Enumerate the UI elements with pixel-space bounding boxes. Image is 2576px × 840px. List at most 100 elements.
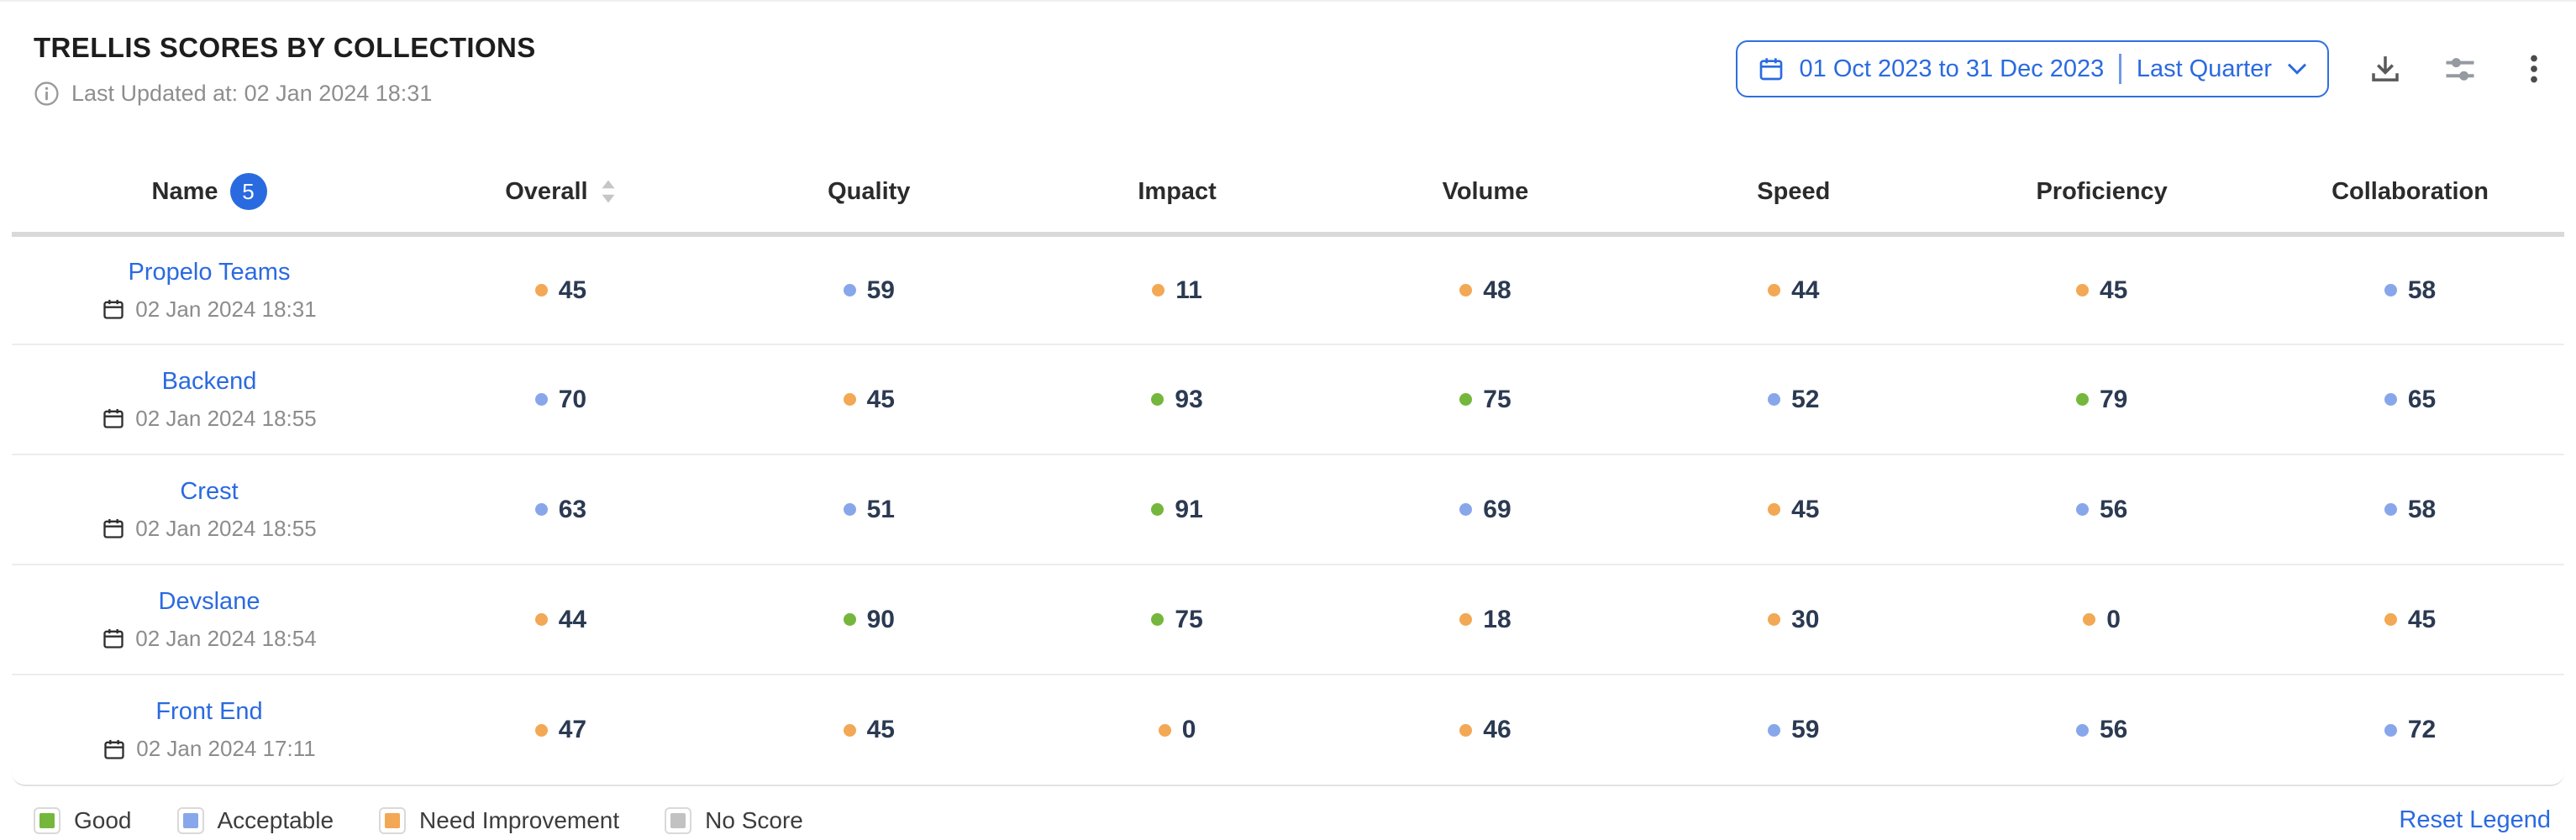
score-cell-impact: 0 [1023, 675, 1332, 785]
scores-table: Name 5 Overall Quality Impact Volume Speed Prof… [12, 156, 2564, 785]
score-cell-impact: 91 [1023, 454, 1332, 565]
column-label: Name [151, 177, 218, 205]
column-header-overall[interactable]: Overall [407, 156, 715, 237]
score-cell-overall: 45 [407, 234, 715, 345]
column-header-volume: Volume [1331, 156, 1640, 237]
score-dot-orange [843, 723, 856, 737]
score-cell-quality: 59 [714, 234, 1023, 345]
score-dot-blue [843, 284, 856, 297]
column-header-collaboration: Collaboration [2256, 156, 2564, 237]
score-cell-collaboration: 72 [2256, 675, 2564, 785]
score-cell-volume: 46 [1332, 675, 1640, 785]
score-dot-green [843, 613, 856, 626]
legend-item-no-score[interactable]: No Score [665, 806, 803, 834]
row-date: 02 Jan 2024 18:54 [102, 625, 317, 652]
legend-item-acceptable[interactable]: Acceptable [176, 806, 334, 834]
score-cell-proficiency: 0 [1948, 564, 2257, 675]
reset-legend-link[interactable]: Reset Legend [2399, 806, 2551, 833]
calendar-icon [104, 739, 124, 759]
score-cell-quality: 90 [714, 564, 1023, 675]
score-cell-collaboration: 58 [2256, 454, 2564, 565]
score-dot-blue [2384, 284, 2397, 297]
score-value: 59 [1791, 716, 1820, 743]
score-value: 69 [1483, 495, 1511, 523]
more-options-button[interactable] [2517, 50, 2551, 87]
score-value: 47 [558, 716, 587, 743]
legend-item-good[interactable]: Good [34, 806, 132, 834]
sliders-icon [2446, 58, 2474, 81]
score-cell-overall: 47 [407, 675, 715, 785]
score-value: 51 [866, 495, 895, 523]
download-button[interactable] [2368, 51, 2403, 87]
score-value: 58 [2407, 276, 2437, 304]
legend-swatch [379, 806, 407, 834]
column-label: Proficiency [2036, 177, 2168, 205]
collection-link[interactable]: Front End [155, 698, 263, 725]
score-cell-quality: 45 [714, 344, 1023, 455]
legend-label: Good [74, 806, 132, 833]
score-dot-orange [534, 284, 548, 297]
score-value: 91 [1175, 495, 1203, 523]
legend-swatch [665, 806, 692, 834]
score-dot-orange [2075, 284, 2089, 297]
score-cell-collaboration: 65 [2256, 344, 2564, 455]
score-value: 93 [1175, 385, 1203, 413]
score-cell-speed: 44 [1639, 234, 1948, 345]
score-cell-impact: 11 [1023, 234, 1332, 345]
score-value: 72 [2407, 716, 2437, 743]
score-cell-proficiency: 56 [1948, 454, 2257, 565]
score-cell-speed: 59 [1639, 675, 1948, 785]
info-icon [34, 81, 59, 106]
calendar-icon [103, 299, 124, 319]
score-value: 70 [558, 385, 587, 413]
score-cell-speed: 45 [1639, 454, 1948, 565]
column-label: Impact [1138, 177, 1217, 205]
collection-link[interactable]: Propelo Teams [128, 258, 291, 286]
score-value: 45 [866, 716, 895, 743]
date-range-picker[interactable]: 01 Oct 2023 to 31 Dec 2023 Last Quarter [1735, 40, 2329, 97]
score-dot-orange [534, 613, 548, 626]
score-cell-volume: 48 [1331, 234, 1640, 345]
collection-link[interactable]: Devslane [158, 587, 260, 615]
score-value: 45 [2407, 605, 2437, 633]
collection-link[interactable]: Crest [180, 477, 239, 505]
name-cell: Front End 02 Jan 2024 17:11 [12, 675, 407, 785]
row-date: 02 Jan 2024 17:11 [103, 736, 316, 762]
table-row: Devslane 02 Jan 2024 18:54 44 90 75 18 30 0 45 [12, 564, 2564, 675]
legend-swatch [34, 806, 60, 834]
score-value: 79 [2099, 385, 2128, 413]
widget-settings-button[interactable] [2442, 50, 2479, 87]
score-cell-impact: 93 [1023, 344, 1332, 455]
row-date: 02 Jan 2024 18:55 [102, 406, 317, 432]
score-cell-collaboration: 58 [2256, 234, 2564, 345]
widget-header: TRELLIS SCORES BY COLLECTIONS Last Updat… [0, 2, 2576, 156]
sort-icon[interactable] [600, 179, 617, 204]
score-cell-volume: 75 [1331, 344, 1640, 455]
row-date: 02 Jan 2024 18:31 [102, 297, 317, 323]
score-dot-blue [2384, 723, 2397, 737]
last-updated: Last Updated at: 02 Jan 2024 18:31 [34, 81, 536, 107]
score-value: 45 [866, 385, 895, 413]
score-dot-blue [2384, 503, 2397, 516]
score-cell-overall: 44 [407, 564, 715, 675]
score-dot-blue [534, 503, 548, 516]
score-value: 48 [1483, 276, 1511, 304]
score-dot-green [1459, 393, 1473, 406]
legend-swatch [176, 806, 204, 834]
score-cell-quality: 51 [714, 454, 1023, 565]
score-dot-orange [2083, 613, 2096, 626]
row-date-text: 02 Jan 2024 18:54 [135, 625, 317, 651]
score-value: 75 [1483, 385, 1511, 413]
collection-link[interactable]: Backend [161, 367, 257, 395]
score-value: 75 [1175, 605, 1203, 633]
score-cell-overall: 63 [407, 454, 715, 565]
score-value: 18 [1483, 605, 1511, 633]
date-picker-divider [2119, 54, 2121, 84]
legend-item-need-improvement[interactable]: Need Improvement [379, 806, 619, 834]
title-block: TRELLIS SCORES BY COLLECTIONS Last Updat… [34, 32, 536, 107]
column-header-name: Name 5 [12, 156, 407, 237]
name-cell: Backend 02 Jan 2024 18:55 [12, 344, 407, 455]
score-dot-orange [1158, 723, 1171, 737]
column-header-impact: Impact [1023, 156, 1332, 237]
chevron-down-icon [2287, 63, 2307, 75]
